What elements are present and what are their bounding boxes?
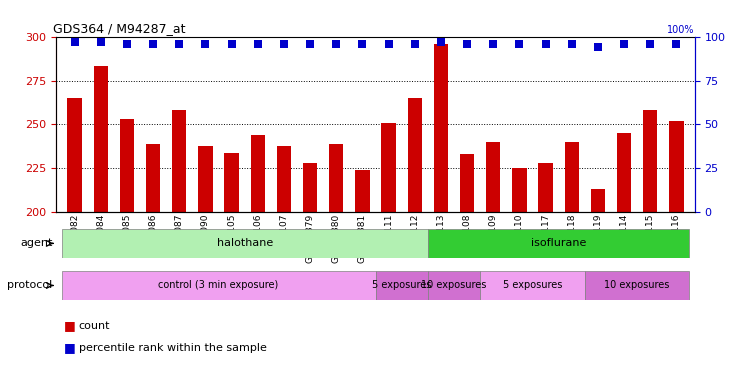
Bar	[480, 271, 585, 300]
Point	[671, 41, 683, 46]
Bar	[486, 142, 500, 212]
Point	[487, 41, 499, 46]
Text: 10 exposures: 10 exposures	[605, 280, 670, 291]
Text: protocol: protocol	[8, 280, 53, 291]
Point	[357, 41, 369, 46]
Point	[95, 39, 107, 45]
Bar	[669, 121, 683, 212]
Point	[173, 41, 185, 46]
Text: 10 exposures: 10 exposures	[421, 280, 487, 291]
Bar	[512, 168, 526, 212]
Point	[514, 41, 526, 46]
Bar	[198, 146, 213, 212]
Point	[200, 41, 212, 46]
Bar	[146, 144, 160, 212]
Text: ■: ■	[64, 341, 76, 354]
Point	[225, 41, 237, 46]
Bar	[376, 271, 428, 300]
Bar	[434, 44, 448, 212]
Bar	[382, 123, 396, 212]
Bar	[329, 144, 343, 212]
Text: isoflurane: isoflurane	[531, 238, 587, 249]
Point	[68, 39, 80, 45]
Bar	[62, 271, 376, 300]
Point	[304, 41, 316, 46]
Bar	[538, 163, 553, 212]
Text: 5 exposures: 5 exposures	[502, 280, 562, 291]
Bar	[460, 154, 475, 212]
Text: agent: agent	[20, 238, 53, 249]
Point	[592, 44, 604, 50]
Bar	[565, 142, 579, 212]
Point	[644, 41, 656, 46]
Point	[539, 41, 551, 46]
Text: ■: ■	[64, 319, 76, 332]
Point	[409, 41, 421, 46]
Text: 100%: 100%	[667, 25, 695, 35]
Point	[121, 41, 133, 46]
Point	[147, 41, 159, 46]
Bar	[68, 98, 82, 212]
Bar	[591, 190, 605, 212]
Text: 5 exposures: 5 exposures	[372, 280, 431, 291]
Bar	[643, 111, 657, 212]
Point	[278, 41, 290, 46]
Bar	[225, 153, 239, 212]
Bar	[355, 170, 369, 212]
Bar	[276, 146, 291, 212]
Text: GDS364 / M94287_at: GDS364 / M94287_at	[53, 22, 185, 36]
Bar	[251, 135, 265, 212]
Point	[330, 41, 342, 46]
Point	[566, 41, 578, 46]
Point	[435, 39, 447, 45]
Bar	[617, 133, 632, 212]
Bar	[62, 229, 428, 258]
Point	[618, 41, 630, 46]
Text: halothane: halothane	[216, 238, 273, 249]
Bar	[428, 271, 480, 300]
Point	[382, 41, 394, 46]
Bar	[119, 119, 134, 212]
Text: percentile rank within the sample: percentile rank within the sample	[79, 343, 267, 353]
Bar	[303, 163, 317, 212]
Point	[252, 41, 264, 46]
Point	[461, 41, 473, 46]
Bar	[172, 111, 186, 212]
Bar	[408, 98, 422, 212]
Bar	[585, 271, 689, 300]
Text: control (3 min exposure): control (3 min exposure)	[158, 280, 279, 291]
Bar	[428, 229, 689, 258]
Text: count: count	[79, 321, 110, 331]
Bar	[94, 67, 108, 212]
